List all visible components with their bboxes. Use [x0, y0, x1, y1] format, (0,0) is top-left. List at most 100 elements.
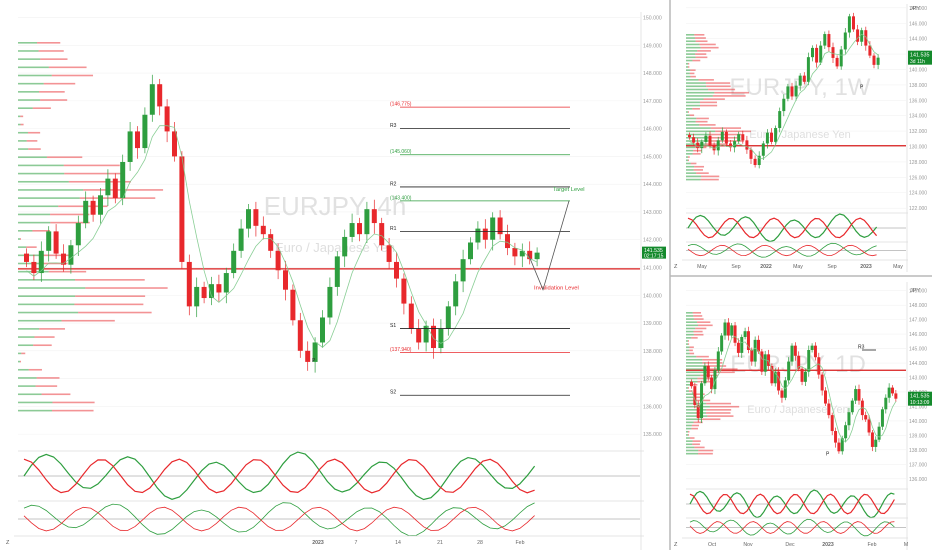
volume-profile-bar: [686, 37, 695, 39]
annotation-label: R3: [390, 123, 397, 129]
volume-profile-bar: [686, 427, 692, 430]
candle-body: [31, 261, 37, 274]
text-label: P: [860, 85, 864, 91]
candle-body: [127, 131, 133, 162]
x-tick-label: Feb: [516, 540, 525, 546]
volume-profile-bar: [18, 189, 84, 191]
candle-body: [246, 209, 251, 229]
volume-profile-bar: [686, 440, 693, 442]
x-tick-label: Sep: [731, 264, 740, 270]
y-tick-label: 138.000: [909, 83, 927, 89]
volume-profile-bar: [699, 43, 716, 46]
volume-profile-bar: [692, 312, 702, 314]
volume-profile-bar: [18, 172, 65, 175]
volume-profile-bar: [689, 349, 693, 352]
volume-profile-bar: [686, 169, 694, 171]
candle-body: [720, 131, 724, 141]
annotation-label: (137.940): [390, 347, 412, 353]
candle-body: [712, 144, 716, 151]
annotation-label: (146.775): [390, 102, 412, 108]
y-tick-label: 138.000: [643, 349, 662, 355]
volume-profile-bar: [690, 69, 696, 71]
oscillator-line-red: [23, 458, 535, 494]
y-tick-label: 134.000: [909, 114, 927, 120]
volume-profile-bar: [686, 69, 691, 71]
candle-body: [737, 134, 741, 142]
volume-profile-bar: [694, 393, 705, 395]
volume-profile-bar: [61, 319, 115, 322]
candle-body: [757, 155, 761, 166]
y-tick-label: 135.000: [643, 432, 662, 438]
candle-body: [720, 335, 724, 352]
candle-body: [860, 30, 864, 42]
x-tick-label: 2023: [822, 542, 834, 548]
y-tick-label: 144.000: [909, 37, 927, 43]
volume-profile-bar: [695, 327, 707, 330]
candle-body: [497, 217, 503, 235]
volume-profile-bar: [686, 114, 690, 117]
candle-body: [770, 132, 773, 142]
oscillator-line-red: [687, 244, 877, 257]
volume-profile-bar: [686, 377, 698, 380]
volume-profile-bar: [691, 384, 698, 386]
candle-body: [870, 432, 874, 447]
last-price-badge: [908, 50, 932, 65]
weekly-panel[interactable]: 148.000146.000144.000142.000140.000138.0…: [674, 4, 932, 272]
volume-profile-bar: [37, 42, 61, 44]
y-tick-label: 139.000: [909, 433, 927, 439]
volume-profile-bar: [18, 279, 76, 281]
volume-profile-bar: [686, 355, 697, 358]
volume-profile-bar: [34, 336, 55, 338]
candle-body: [794, 85, 798, 97]
moving-average-line: [26, 125, 538, 348]
candle-body: [231, 250, 237, 274]
volume-profile-bar: [689, 72, 695, 75]
volume-profile-bar: [20, 238, 21, 240]
candle-body: [844, 425, 848, 439]
volume-profile-bar: [686, 387, 688, 389]
volume-profile-bar: [18, 66, 49, 69]
y-tick-label: 137.000: [909, 462, 927, 468]
candle-body: [371, 209, 377, 224]
last-price-badge: [908, 391, 932, 406]
y-tick-label: 126.000: [909, 175, 927, 181]
volume-profile-bar: [686, 95, 713, 97]
volume-profile-bar: [32, 107, 51, 109]
candle-body: [745, 140, 749, 150]
candle-body: [24, 253, 29, 262]
volume-profile-bar: [18, 140, 27, 142]
candle-body: [320, 317, 325, 343]
volume-profile-bar: [686, 79, 699, 81]
volume-profile-bar: [20, 123, 24, 126]
daily-panel[interactable]: 149.000 148.000 147.000 146.000 145.000 144.0…: [674, 282, 932, 550]
x-tick-label: M: [904, 542, 908, 548]
moving-average-line: [691, 335, 897, 443]
volume-profile-bar: [686, 124, 700, 126]
x-tick-label: 2023: [312, 540, 324, 546]
volume-profile-bar: [21, 352, 26, 355]
x-tick-label: Oct: [708, 542, 717, 548]
annotation-label: S1: [390, 323, 396, 329]
oscillator-line-green: [23, 502, 535, 537]
volume-profile-bar: [715, 130, 751, 133]
candle-body: [164, 106, 170, 132]
volume-profile-bar: [688, 340, 690, 342]
main-4h-panel[interactable]: 150.000 149.000 148.000 147.000 146.000 145.0…: [6, 12, 666, 550]
volume-profile-bar: [18, 221, 51, 224]
volume-profile-bar: [688, 156, 690, 158]
candle-body: [716, 351, 720, 371]
volume-profile-bar: [700, 104, 718, 107]
volume-profile-bar: [692, 108, 700, 110]
volume-profile-bar: [686, 396, 694, 399]
volume-profile-bar: [692, 443, 700, 446]
candle-body: [823, 34, 827, 46]
volume-profile-bar: [26, 246, 37, 248]
volume-profile-bar: [686, 62, 688, 65]
volume-profile-bar: [686, 120, 696, 123]
volume-profile-bar: [33, 344, 52, 347]
volume-profile-bar: [686, 140, 713, 142]
candle-body: [688, 134, 691, 138]
volume-profile-bar: [85, 287, 168, 289]
volume-profile-bar: [686, 333, 694, 336]
watermark-symbol: EURJPY, 4h: [264, 191, 407, 221]
